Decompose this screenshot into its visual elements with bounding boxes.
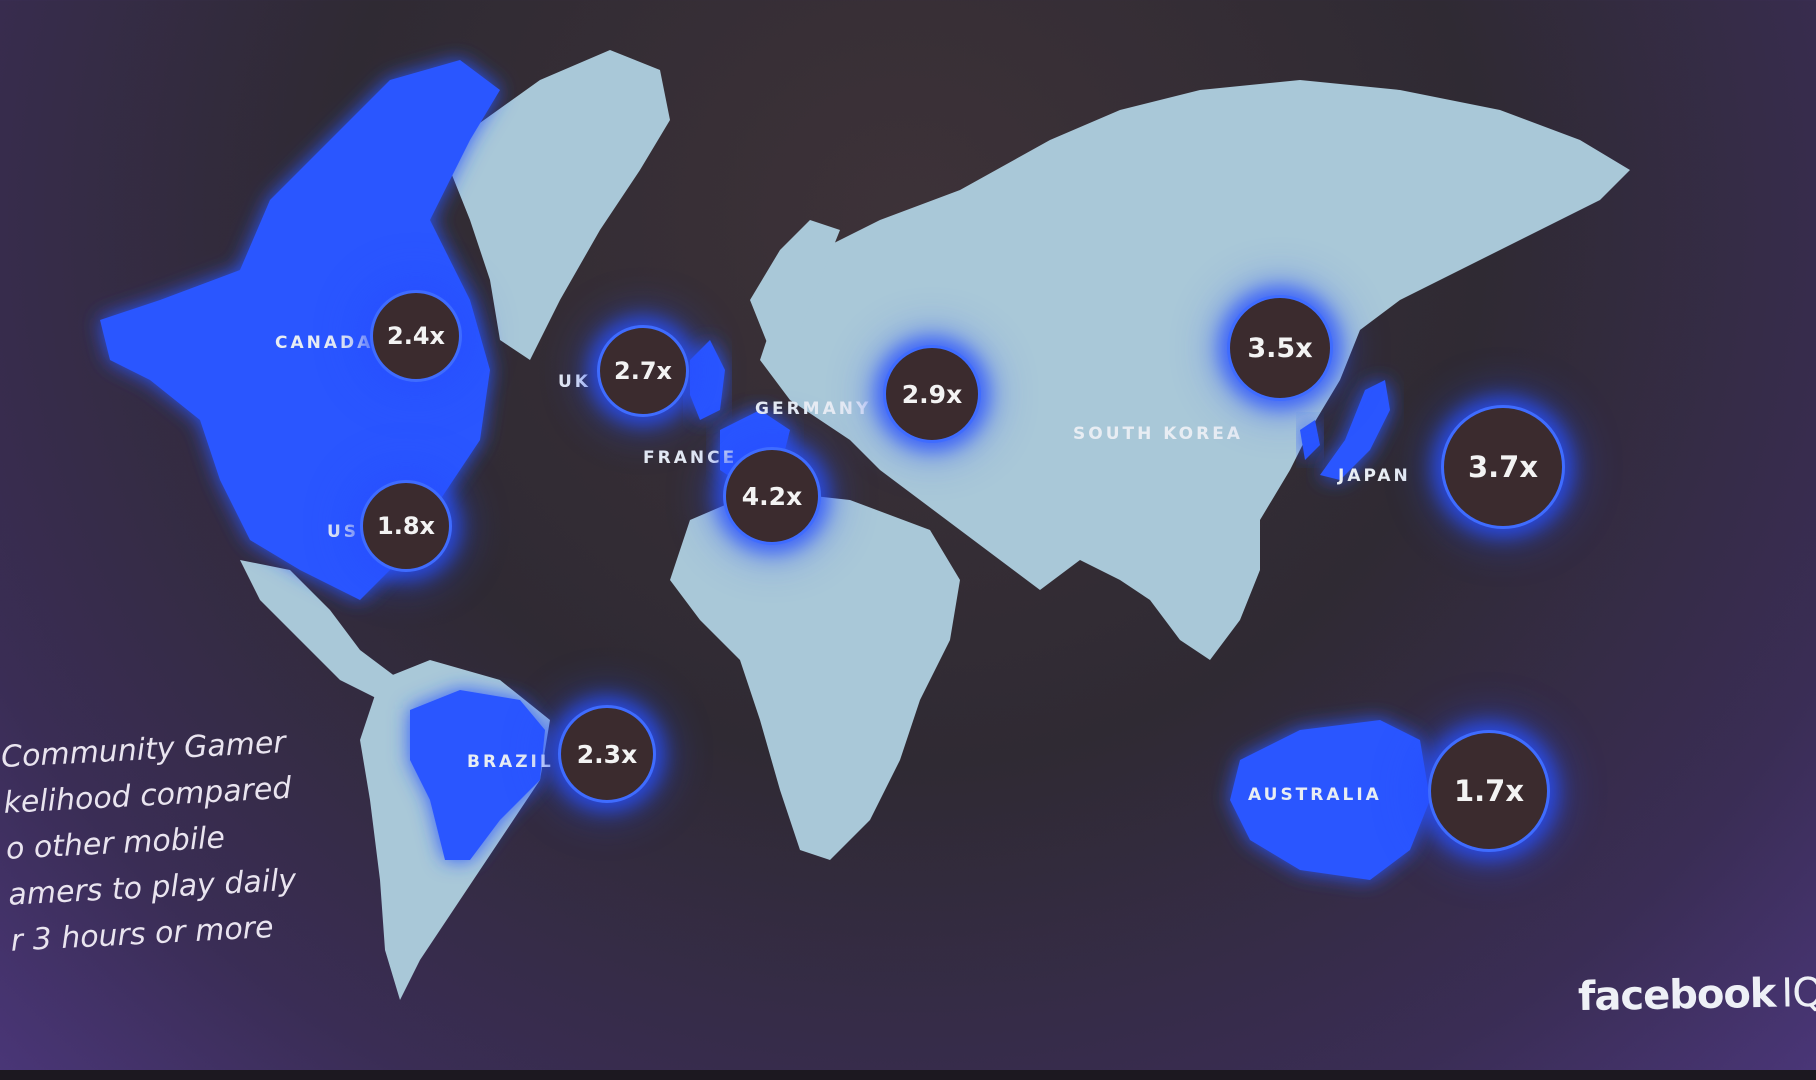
korea-highlight — [1300, 420, 1320, 460]
value-bubble-canada: 2.4x — [370, 290, 462, 382]
value-bubble-south-korea: 3.5x — [1227, 295, 1333, 401]
north-america-highlight — [100, 60, 500, 600]
country-label-germany: GERMANY — [755, 399, 872, 419]
brazil-highlight — [410, 690, 545, 860]
value-bubble-japan: 3.7x — [1441, 405, 1565, 529]
brand-suffix: IQ — [1781, 969, 1816, 1017]
country-label-south-korea: SOUTH KOREA — [1073, 424, 1243, 444]
japan-highlight — [1320, 380, 1390, 480]
value-bubble-france: 4.2x — [723, 447, 821, 545]
greenland-land — [450, 50, 670, 360]
central-america-land — [240, 560, 400, 700]
country-label-france: FRANCE — [643, 448, 738, 468]
country-label-uk: UK — [558, 372, 591, 392]
brand-name: facebook — [1577, 970, 1776, 1021]
scandinavia-land — [750, 220, 840, 350]
value-bubble-us: 1.8x — [360, 480, 452, 572]
country-label-australia: AUSTRALIA — [1248, 785, 1382, 805]
value-bubble-australia: 1.7x — [1428, 730, 1550, 852]
value-bubble-brazil: 2.3x — [558, 705, 656, 803]
uk-highlight — [690, 340, 725, 420]
africa-land — [670, 490, 960, 860]
legend-text: Community Gamer kelihood compared o othe… — [0, 721, 297, 964]
country-label-canada: CANADA — [275, 333, 374, 353]
facebook-iq-logo: facebook IQ — [1578, 970, 1816, 1020]
value-bubble-uk: 2.7x — [597, 325, 689, 417]
australia-highlight — [1230, 720, 1430, 880]
value-bubble-germany: 2.9x — [883, 345, 981, 443]
country-label-us: US — [327, 522, 360, 542]
screen-edge — [0, 1070, 1816, 1080]
eurasia-land — [760, 80, 1630, 660]
country-label-brazil: BRAZIL — [467, 752, 554, 772]
country-label-japan: JAPAN — [1338, 466, 1411, 486]
